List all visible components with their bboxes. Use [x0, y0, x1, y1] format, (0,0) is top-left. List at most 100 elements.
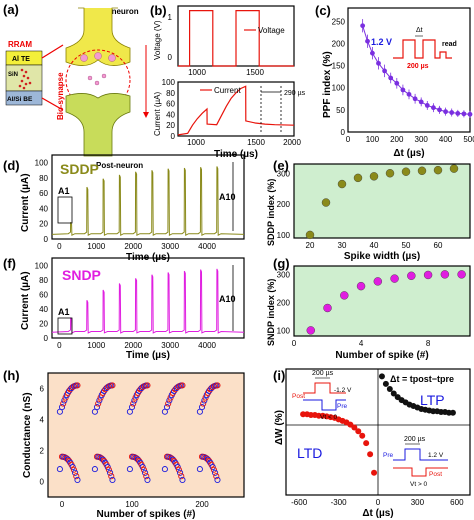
ppf-point	[412, 96, 418, 102]
b-bottom-xtick-0: 1000	[187, 138, 205, 147]
f-xtick-2: 2000	[124, 341, 142, 350]
d-a10-label: A10	[219, 192, 236, 202]
c-inset-read: read	[442, 41, 457, 48]
h-yticks: 0 2 4 6	[40, 385, 45, 487]
potentiation-point	[130, 400, 137, 407]
ppf-point	[437, 107, 442, 113]
panel-d: (d) SDDP A1 A10 0 20 40 60 80 100 0 1000 2000 30…	[3, 154, 245, 263]
potentiation-point	[201, 397, 208, 404]
c-ytick-2: 100	[332, 84, 346, 93]
i-inset2-post: Post	[429, 471, 442, 478]
sin-layer	[5, 64, 43, 92]
depression-point	[161, 466, 168, 473]
c-ytick-1: 50	[336, 106, 345, 115]
rram-label: RRAM	[8, 40, 32, 49]
ltp-point	[378, 373, 385, 380]
g-xtick-0: 0	[292, 339, 297, 348]
c-inset-pulse	[393, 35, 452, 59]
d-title: SDDP	[60, 161, 99, 177]
f-ytick-5: 100	[35, 261, 49, 270]
d-xtick-3: 3000	[161, 242, 179, 251]
depression-point	[210, 466, 217, 473]
g-yticks: 100 200 300	[277, 270, 291, 335]
e-ytick-0: 100	[277, 231, 291, 240]
i-inset2-pre: Pre	[383, 452, 394, 459]
ltp-point	[449, 409, 456, 416]
ppf-point	[365, 38, 370, 44]
pre-neuron-shape	[65, 7, 131, 66]
h-frame	[47, 372, 245, 498]
potentiation-point	[179, 382, 186, 389]
ppf-point	[418, 99, 424, 105]
b-bottom-xtick-2: 2000	[283, 138, 301, 147]
c-ytick-0: 0	[341, 128, 346, 137]
i-xtick-2: 0	[376, 498, 381, 507]
i-xlabel: Δt (µs)	[362, 508, 393, 519]
i-formula: Δt = tpost−tpre	[390, 374, 454, 384]
sin-label: SiN	[8, 72, 18, 78]
potentiation-point	[200, 400, 207, 407]
f-xtick-3: 3000	[161, 341, 179, 350]
b-top-legend-label: Voltage	[258, 26, 285, 35]
depression-point	[140, 466, 147, 473]
ltd-point	[363, 440, 370, 447]
c-xtick-2: 200	[390, 135, 404, 144]
d-yticks: 0 20 40 60 80 100	[35, 159, 49, 244]
sndp-index-points	[306, 270, 466, 335]
b-top-ytick-1: 1	[168, 13, 173, 22]
panel-h: (h) 0 2 4 6 0 100 200 Conductance (nS) Number…	[3, 368, 245, 520]
vesicles	[80, 52, 116, 86]
ltd-point	[359, 432, 366, 439]
i-xticks: -600 -300 0 300 600	[291, 498, 464, 507]
h-xlabel: Number of spikes (#)	[97, 509, 196, 520]
ltd-point	[371, 469, 378, 476]
sndp-index-point	[390, 274, 399, 283]
d-xticks: 0 1000 2000 3000 4000	[57, 242, 216, 251]
filament-dots	[18, 68, 32, 90]
d-xtick-4: 4000	[198, 242, 216, 251]
i-xtick-4: 600	[450, 498, 464, 507]
potentiation-point	[126, 408, 133, 415]
i-inset1-v: -1.2 V	[334, 387, 352, 394]
voltage-series-line	[178, 10, 294, 67]
b-bottom-legend-label: Current	[214, 86, 241, 95]
depression-point	[142, 469, 149, 476]
ppf-point	[400, 87, 406, 93]
g-ytick-0: 100	[277, 326, 291, 335]
h-xtick-2: 200	[195, 500, 209, 509]
d-a1-label: A1	[58, 186, 70, 196]
potentiation-point	[196, 408, 203, 415]
sndp-series-line	[51, 268, 245, 334]
potentiation-point	[95, 400, 102, 407]
sndp-index-point	[340, 291, 349, 300]
ppf-point	[449, 110, 455, 115]
g-ylabel: SNDP index (%)	[266, 279, 276, 346]
f-ytick-3: 60	[39, 290, 48, 299]
sddp-index-point	[369, 172, 379, 181]
panel-label-g: (g)	[273, 256, 290, 271]
f-a1-label: A1	[58, 307, 70, 317]
post-neuron-shape	[65, 93, 131, 157]
b-bottom-ytick-4: 80	[166, 89, 175, 98]
ppf-point	[406, 91, 412, 97]
sndp-index-point	[440, 270, 450, 279]
potentiation-point	[165, 400, 172, 407]
d-frame	[51, 154, 245, 240]
sddp-index-point	[321, 198, 331, 207]
potentiation-point	[161, 408, 168, 415]
i-ltd-label: LTD	[297, 445, 322, 461]
i-inset1-post: Post	[292, 393, 305, 400]
depression-point	[91, 466, 98, 473]
b-bottom-xtick-1: 1500	[247, 138, 265, 147]
c-xtick-4: 400	[439, 135, 453, 144]
potentiation-point	[60, 400, 67, 407]
d-xtick-2: 2000	[124, 242, 142, 251]
c-yticks: 0 50 100 150 200 250	[332, 17, 346, 137]
sddp-index-points	[305, 164, 459, 240]
c-xtick-3: 300	[415, 135, 429, 144]
potentiation-point	[56, 408, 63, 415]
depression-point	[107, 469, 114, 476]
d-ytick-1: 20	[39, 220, 48, 229]
